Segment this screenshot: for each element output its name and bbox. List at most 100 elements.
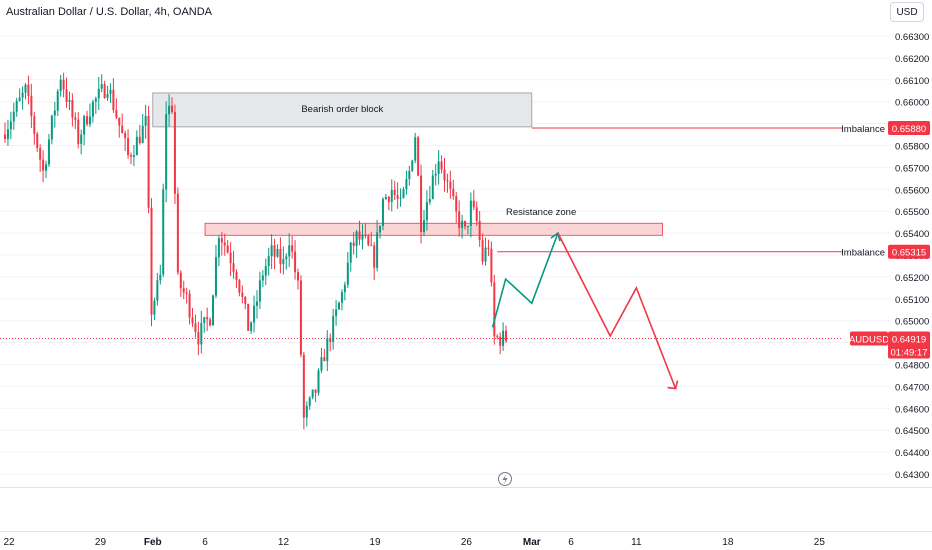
candle-body: [472, 200, 475, 208]
candle-body: [121, 125, 124, 134]
candle-body: [282, 259, 285, 265]
x-tick-label: 22: [3, 537, 15, 548]
candle-body: [112, 89, 115, 110]
candle-body: [264, 266, 267, 276]
candle-body: [367, 236, 370, 245]
candle-body: [129, 155, 132, 157]
candle-body: [212, 295, 215, 326]
x-tick-label: 6: [202, 537, 208, 548]
candle-body: [30, 95, 33, 117]
candle-body: [387, 196, 390, 202]
candle-body: [214, 257, 217, 296]
y-tick-label: 0.65100: [895, 295, 929, 306]
candle-body: [191, 317, 194, 324]
candle-body: [449, 181, 452, 189]
candle-body: [24, 84, 27, 93]
candle-body: [6, 129, 9, 139]
candle-body: [466, 225, 469, 227]
candle-body: [475, 207, 478, 221]
candle-body: [4, 134, 6, 139]
imbalance-price-label: 0.65315: [892, 248, 926, 259]
x-tick-label: 29: [95, 537, 107, 548]
candle-body: [247, 303, 250, 331]
candle-body: [241, 292, 244, 298]
imbalance-price-badge: [888, 120, 930, 135]
candle-body: [285, 256, 288, 260]
candle-body: [314, 389, 317, 393]
candle-body: [396, 194, 399, 199]
candle-body: [9, 121, 12, 130]
candle-body: [200, 322, 203, 345]
candle-body: [326, 337, 329, 362]
resistance-zone-label: Resistance zone: [506, 207, 576, 218]
candle-body: [273, 245, 276, 257]
y-tick-label: 0.64500: [895, 426, 929, 437]
candle-body: [443, 169, 446, 181]
y-tick-label: 0.64400: [895, 448, 929, 459]
candle-body: [59, 79, 62, 92]
candle-body: [431, 175, 434, 199]
candle-body: [203, 317, 206, 323]
candle-body: [270, 245, 273, 257]
candle-body: [42, 159, 45, 171]
candle-body: [428, 198, 431, 203]
pane-separator[interactable]: [0, 487, 932, 488]
candle-body: [253, 305, 256, 323]
candle-body: [238, 279, 241, 293]
candle-body: [250, 322, 253, 331]
candle-body: [434, 173, 437, 176]
candle-body: [21, 92, 24, 98]
candle-body: [484, 247, 487, 262]
candle-body: [206, 317, 209, 320]
candle-body: [352, 242, 355, 246]
candle-body: [147, 116, 150, 208]
candle-body: [452, 188, 455, 197]
candle-body: [168, 105, 171, 115]
candle-body: [91, 101, 94, 117]
candle-body: [182, 288, 185, 293]
candle-body: [68, 100, 71, 102]
candle-body: [402, 189, 405, 198]
y-tick-label: 0.65400: [895, 229, 929, 240]
lightning-icon: [502, 474, 508, 485]
currency-button[interactable]: USD: [890, 2, 924, 22]
candle-body: [135, 136, 138, 156]
candle-body: [358, 231, 361, 240]
candle-body: [56, 91, 59, 111]
symbol-badge: [850, 331, 888, 346]
red-arrowhead: [667, 380, 679, 390]
candle-body: [171, 105, 174, 113]
candle-body: [53, 110, 56, 116]
candle-body: [115, 109, 118, 118]
projection-green-path: [491, 232, 559, 328]
candle-body: [94, 98, 97, 102]
candle-body: [153, 300, 156, 315]
candle-body: [335, 309, 338, 317]
candle-body: [393, 189, 396, 195]
candle-body: [132, 155, 135, 157]
candle-body: [496, 336, 499, 338]
x-tick-label: 12: [278, 537, 290, 548]
candle-body: [88, 116, 91, 125]
candle-body: [370, 244, 373, 246]
candle-body: [414, 137, 417, 161]
candle-body: [74, 117, 77, 120]
candle-body: [83, 116, 86, 135]
candle-body: [364, 234, 367, 237]
y-tick-label: 0.65600: [895, 185, 929, 196]
candle-body: [156, 280, 159, 301]
y-tick-label: 0.65500: [895, 207, 929, 218]
candle-body: [455, 196, 458, 212]
candle-body: [343, 284, 346, 293]
y-tick-label: 0.64300: [895, 470, 929, 481]
candle-body: [422, 220, 425, 232]
candle-body: [77, 119, 80, 144]
candle-body: [229, 252, 232, 264]
candle-body: [311, 389, 314, 398]
candle-body: [291, 245, 294, 252]
candle-body: [80, 134, 83, 144]
candle-body: [106, 94, 109, 98]
candle-body: [50, 115, 53, 140]
y-tick-label: 0.64600: [895, 404, 929, 415]
